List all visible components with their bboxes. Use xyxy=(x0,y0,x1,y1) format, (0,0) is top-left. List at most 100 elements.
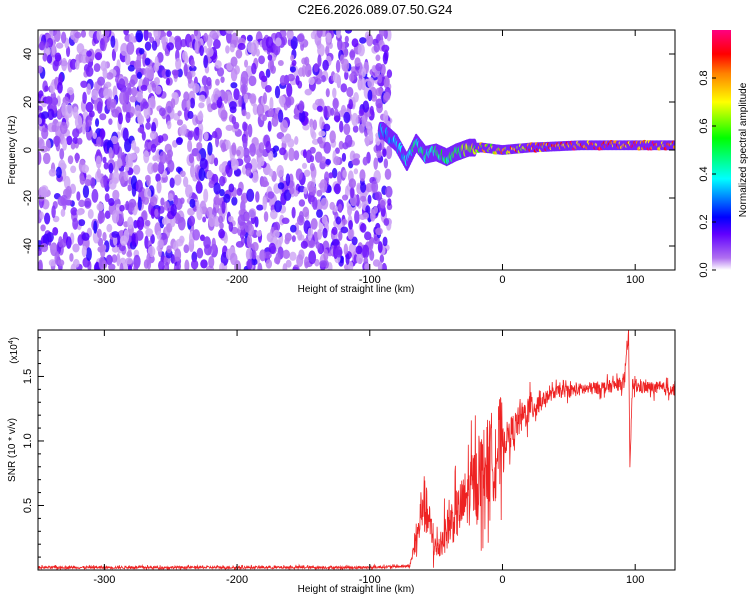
noise-cell xyxy=(356,253,364,265)
noise-cell xyxy=(56,95,61,107)
noise-cell xyxy=(185,184,193,198)
noise-cell xyxy=(104,210,111,219)
noise-cell xyxy=(285,173,291,187)
noise-cell xyxy=(384,168,392,180)
noise-cell xyxy=(277,109,284,123)
noise-cell xyxy=(49,243,57,250)
noise-cell xyxy=(189,97,196,109)
noise-cell xyxy=(367,125,373,137)
noise-cell xyxy=(340,83,348,93)
noise-cell xyxy=(377,241,383,253)
noise-cell xyxy=(77,137,83,145)
noise-cell xyxy=(116,253,121,267)
noise-cell xyxy=(348,98,353,110)
noise-cell xyxy=(112,189,120,201)
noise-cell xyxy=(246,234,253,248)
noise-cell xyxy=(147,83,152,94)
noise-cell xyxy=(106,72,114,80)
noise-cell xyxy=(256,204,264,211)
noise-cell xyxy=(369,249,375,261)
noise-cell xyxy=(84,179,92,187)
noise-cell xyxy=(179,170,186,178)
noise-cell xyxy=(80,80,88,89)
noise-cell xyxy=(314,258,320,267)
noise-cell xyxy=(362,100,370,113)
noise-cell xyxy=(179,197,185,205)
noise-cell xyxy=(256,103,265,117)
noise-cell xyxy=(91,89,99,101)
noise-cell xyxy=(213,93,219,101)
noise-cell xyxy=(176,261,181,270)
noise-cell xyxy=(277,182,285,190)
noise-cell xyxy=(175,57,182,70)
noise-cell xyxy=(274,200,282,213)
noise-cell xyxy=(175,137,183,146)
noise-cell xyxy=(330,107,335,116)
noise-cell xyxy=(99,37,105,51)
noise-cell xyxy=(256,230,262,237)
noise-cell xyxy=(325,88,330,98)
noise-cell xyxy=(331,238,340,247)
noise-cell xyxy=(134,104,141,117)
noise-cell xyxy=(208,180,215,189)
noise-cell xyxy=(147,32,152,39)
noise-cell xyxy=(151,40,158,51)
noise-cell xyxy=(318,130,326,137)
noise-cell xyxy=(298,199,306,207)
noise-cell xyxy=(91,188,99,203)
noise-cell xyxy=(48,168,57,177)
noise-cell xyxy=(320,197,329,210)
noise-cell xyxy=(44,85,49,92)
noise-cell xyxy=(292,266,299,270)
noise-cell xyxy=(379,254,385,263)
top-x-label: Height of straight line (km) xyxy=(298,284,415,295)
noise-cell xyxy=(378,30,386,37)
noise-cell xyxy=(57,108,62,119)
noise-cell xyxy=(343,243,349,256)
noise-cell xyxy=(124,257,133,265)
noise-cell xyxy=(291,235,296,243)
noise-cell xyxy=(273,229,280,239)
noise-cell xyxy=(351,158,360,166)
noise-cell xyxy=(359,223,367,233)
noise-cell xyxy=(131,233,136,247)
noise-cell xyxy=(319,179,328,193)
noise-cell xyxy=(280,119,289,133)
noise-cell xyxy=(236,187,243,196)
noise-cell xyxy=(231,142,237,156)
noise-cell xyxy=(89,110,95,118)
noise-cell xyxy=(105,254,113,266)
noise-cell xyxy=(252,103,259,116)
noise-cell xyxy=(130,175,138,190)
noise-cell xyxy=(203,32,209,43)
noise-cell xyxy=(264,251,272,259)
noise-cell xyxy=(129,79,136,88)
noise-cell xyxy=(332,72,340,84)
noise-cell xyxy=(365,182,373,193)
noise-cell xyxy=(151,82,157,92)
noise-cell xyxy=(220,109,228,122)
noise-cell xyxy=(57,259,65,267)
noise-cell xyxy=(177,110,182,117)
noise-cell xyxy=(373,42,380,53)
noise-cell xyxy=(239,231,245,240)
noise-cell xyxy=(199,45,204,57)
noise-cell xyxy=(251,171,259,183)
noise-cell xyxy=(341,194,349,201)
noise-cell xyxy=(262,196,268,211)
y-tick-label: -40 xyxy=(22,238,34,254)
noise-cell xyxy=(38,248,42,257)
noise-cell xyxy=(316,105,323,112)
noise-cell xyxy=(150,234,155,245)
noise-cell xyxy=(206,47,214,58)
noise-cell xyxy=(52,226,59,236)
noise-cell xyxy=(135,30,144,43)
noise-cell xyxy=(259,156,265,167)
noise-cell xyxy=(303,169,311,177)
noise-cell xyxy=(42,53,48,62)
noise-cell xyxy=(341,58,350,72)
noise-cell xyxy=(70,207,78,216)
noise-cell xyxy=(290,36,298,50)
noise-cell xyxy=(158,107,166,117)
